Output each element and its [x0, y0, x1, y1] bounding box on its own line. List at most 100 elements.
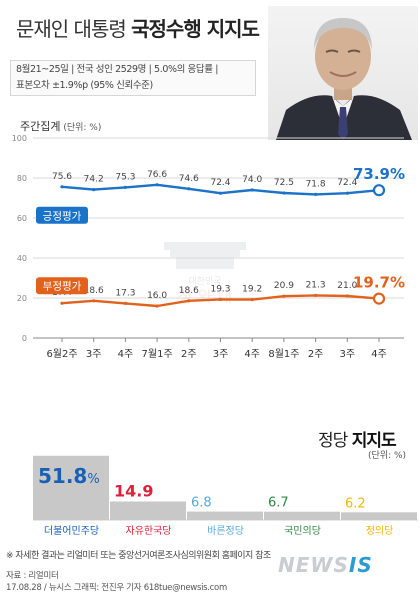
x-tick-label: 2주 [181, 349, 197, 360]
data-label: 19.2 [242, 285, 262, 295]
bar [341, 512, 417, 520]
survey-info-line2: 표본오차 ±1.9%p (95% 신뢰수준) [16, 80, 153, 91]
data-point [92, 188, 96, 192]
data-point [60, 185, 64, 189]
approval-line-chart: 대한민국 청 와 대 0 20 40 60 80 100 75.6 74.2 75.3 76.6… [12, 134, 405, 360]
bar-chart-title-prefix: 정당 [318, 431, 352, 451]
y-tick-label: 80 [17, 174, 27, 183]
line-chart-label: 주간집계 (단위: %) [20, 118, 101, 134]
bar-chart-title-bold: 지지도 [351, 431, 397, 451]
data-point-latest [372, 184, 386, 197]
x-tick-label: 2주 [308, 349, 324, 360]
data-point [218, 297, 223, 301]
x-tick-label: 4주 [118, 349, 134, 360]
newsis-logo-accent: IS [348, 553, 373, 577]
data-point [218, 191, 223, 195]
president-portrait-illustration [276, 18, 412, 140]
bar [264, 511, 340, 520]
newsis-logo: NEWSIS [278, 553, 373, 577]
data-label: 74.6 [179, 174, 199, 184]
footnote: ※ 자세한 결과는 리얼미터 또는 중앙선거여론조사심의위원회 홈페이지 참조 [6, 551, 271, 561]
data-label-latest: 73.9% [353, 165, 405, 183]
title-prefix: 문재인 대통령 [16, 17, 132, 41]
data-point [60, 301, 64, 305]
watermark-emblem: 대한민국 청 와 대 [164, 242, 246, 306]
data-point [250, 298, 254, 302]
series-label: 부정평가 [43, 281, 82, 293]
data-point [314, 293, 318, 297]
data-label: 76.6 [147, 170, 167, 180]
x-tick-label: 3주 [86, 349, 102, 360]
data-label: 18.6 [179, 286, 199, 296]
president-photo [268, 6, 418, 140]
y-tick-label: 60 [17, 214, 27, 223]
bar-category-label: 자유한국당 [126, 525, 172, 537]
y-tick-label: 20 [17, 294, 27, 303]
survey-info: 8월21~25일 | 전국 성인 2529명 | 5.0%의 응답률 | 표본오… [16, 62, 266, 94]
bar-category-label: 정의당 [366, 525, 394, 537]
survey-info-line1: 8월21~25일 | 전국 성인 2529명 | 5.0%의 응답률 | [16, 64, 218, 75]
data-point [123, 185, 127, 189]
data-label: 72.4 [210, 178, 230, 188]
x-tick-label: 6월2주 [46, 348, 77, 360]
x-tick-label: 7월1주 [142, 348, 173, 360]
data-label: 72.5 [274, 178, 294, 188]
bar [110, 501, 186, 520]
data-label: 72.4 [337, 178, 357, 188]
data-label: 21.0 [337, 281, 357, 291]
data-point [92, 299, 96, 303]
data-label: 16.0 [147, 291, 167, 301]
data-point [282, 191, 286, 195]
bar-value-label: 51.8% [38, 464, 100, 488]
series-label: 긍정평가 [43, 210, 82, 222]
data-label: 75.6 [52, 172, 72, 182]
bar [33, 455, 109, 520]
data-point [187, 299, 191, 303]
y-tick-label: 100 [12, 134, 27, 143]
x-tick-label: 3주 [213, 349, 229, 360]
footer-credits: 자료 : 리얼미터 17.08.28 / 뉴시스 그래픽: 전진우 기자 618… [6, 569, 227, 593]
title-bold: 국정수행 지지도 [131, 17, 260, 41]
data-label-latest: 19.7% [353, 274, 405, 292]
bar-value-label: 6.7 [268, 496, 289, 511]
bar-value-label: 14.9 [114, 482, 153, 501]
data-point [123, 301, 127, 305]
bar-chart-unit: (단위: %) [368, 451, 407, 461]
data-label: 71.8 [306, 179, 326, 189]
source-text: 자료 : 리얼미터 [6, 571, 59, 581]
bar-category-label: 더불어민주당 [44, 525, 99, 537]
y-tick-label: 0 [22, 334, 27, 343]
bar-category-label: 국민의당 [284, 525, 321, 537]
bar-value-label: 6.2 [345, 496, 366, 511]
bar-category-label: 바른정당 [207, 525, 244, 537]
data-label: 20.9 [274, 281, 294, 291]
x-tick-label: 4주 [244, 349, 260, 360]
data-point [155, 183, 159, 187]
x-tick-label: 8월1주 [268, 348, 299, 360]
party-support-bar-chart: 51.8% 더불어민주당 14.9 자유한국당 6.8 바른정당 6.7 국민의당 6.2 정의당 [33, 455, 418, 537]
line-chart-label-text: 주간집계 [20, 120, 61, 133]
bar [187, 511, 263, 520]
data-label: 21.3 [306, 280, 326, 290]
data-point [314, 192, 318, 196]
bar-value-label: 6.8 [191, 496, 212, 511]
survey-info-box [10, 60, 256, 96]
data-point [282, 294, 286, 298]
data-label: 17.3 [115, 288, 135, 298]
data-point-latest [372, 292, 386, 305]
line-chart-unit: (단위: %) [60, 123, 102, 133]
data-label: 18.6 [84, 286, 104, 296]
data-label: 74.2 [84, 175, 104, 185]
data-label: 19.3 [210, 284, 230, 294]
newsis-logo-main: NEWS [278, 553, 349, 577]
data-point [155, 304, 159, 308]
bar-chart-title: 정당 지지도 [318, 426, 397, 451]
x-tick-label: 3주 [340, 349, 356, 360]
credit-text: 17.08.28 / 뉴시스 그래픽: 전진우 기자 618tue@newsis… [6, 583, 227, 593]
watermark-emblem-text: 대한민국 [188, 276, 221, 287]
y-tick-label: 40 [17, 254, 27, 263]
data-point [345, 294, 349, 298]
data-label: 75.3 [115, 172, 135, 182]
data-label: 74.0 [242, 175, 262, 185]
